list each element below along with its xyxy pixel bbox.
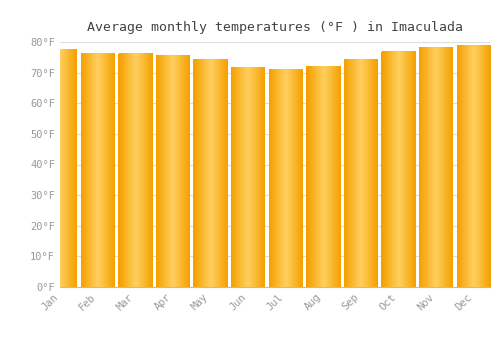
Bar [231, 67, 265, 287]
Bar [419, 48, 453, 287]
Bar [268, 69, 302, 287]
Bar [80, 53, 114, 287]
Bar [118, 54, 152, 287]
Title: Average monthly temperatures (°F ) in Imaculada: Average monthly temperatures (°F ) in Im… [87, 21, 463, 34]
Bar [344, 60, 378, 287]
Bar [382, 52, 415, 287]
Bar [456, 46, 490, 287]
Bar [194, 60, 228, 287]
Bar [306, 66, 340, 287]
Bar [156, 56, 190, 287]
Bar [43, 50, 77, 287]
